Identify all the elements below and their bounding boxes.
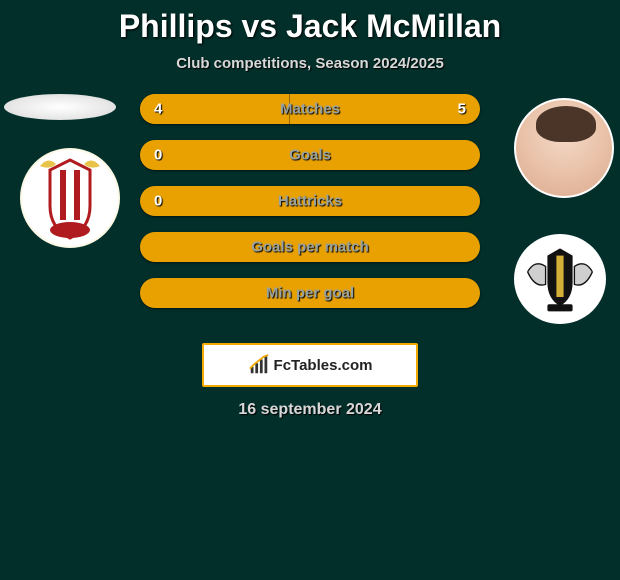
brand-badge: FcTables.com bbox=[202, 343, 418, 387]
crest2-icon bbox=[514, 234, 606, 324]
stat-bar: Goals 0 bbox=[140, 140, 480, 170]
stat-label: Matches bbox=[280, 101, 340, 118]
stat-label: Goals per match bbox=[251, 239, 369, 256]
stat-value-right: 5 bbox=[458, 101, 466, 118]
stat-label: Min per goal bbox=[266, 285, 354, 302]
stat-bars: Matches 4 5 Goals 0 Hattricks 0 Goals per match… bbox=[140, 94, 480, 324]
stat-label: Goals bbox=[289, 147, 331, 164]
brand-text: FcTables.com bbox=[274, 357, 373, 374]
page-title: Phillips vs Jack McMillan bbox=[0, 0, 620, 45]
crest1-icon bbox=[20, 148, 120, 248]
stat-bar: Hattricks 0 bbox=[140, 186, 480, 216]
player2-avatar bbox=[514, 98, 614, 198]
player2-club-crest bbox=[514, 234, 606, 324]
player1-club-crest bbox=[20, 148, 120, 248]
stat-bar: Goals per match bbox=[140, 232, 480, 262]
stat-bar: Min per goal bbox=[140, 278, 480, 308]
stat-value-left: 0 bbox=[154, 193, 162, 210]
date-text: 16 september 2024 bbox=[0, 401, 620, 419]
subtitle: Club competitions, Season 2024/2025 bbox=[0, 55, 620, 72]
player1-avatar bbox=[4, 94, 116, 120]
stat-value-left: 0 bbox=[154, 147, 162, 164]
comparison-arena: Matches 4 5 Goals 0 Hattricks 0 Goals per match… bbox=[0, 94, 620, 339]
chart-icon bbox=[248, 354, 270, 376]
stat-bar: Matches 4 5 bbox=[140, 94, 480, 124]
stat-value-left: 4 bbox=[154, 101, 162, 118]
stat-label: Hattricks bbox=[278, 193, 342, 210]
